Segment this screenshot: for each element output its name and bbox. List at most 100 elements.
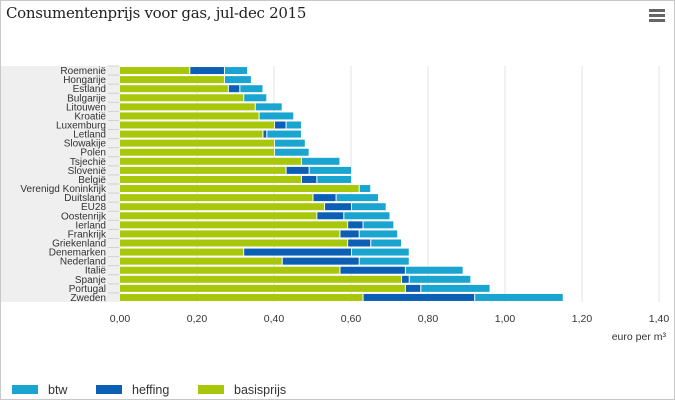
category-label: Nederland: [60, 257, 106, 268]
bar-btw: [336, 194, 378, 202]
x-tick-label: 1,20: [572, 313, 593, 325]
category-label: Ierland: [75, 220, 106, 231]
bar-basisprijs: [120, 221, 348, 229]
bar-heffing: [348, 221, 363, 229]
bar-basisprijs: [120, 257, 282, 265]
category-label: Polen: [80, 148, 106, 159]
category-label: Roemenië: [60, 66, 106, 77]
bar-btw: [475, 293, 563, 301]
category-label: Letland: [73, 130, 106, 141]
bar-basisprijs: [120, 112, 259, 120]
bar-basisprijs: [120, 166, 286, 174]
bar-basisprijs: [120, 76, 224, 84]
bar-btw: [224, 67, 248, 75]
bar-basisprijs: [120, 194, 313, 202]
bar-basisprijs: [120, 293, 363, 301]
bar-basisprijs: [120, 185, 359, 193]
bar-btw: [409, 275, 471, 283]
bar-heffing: [340, 230, 359, 238]
bar-btw: [359, 257, 409, 265]
bar-btw: [344, 212, 390, 220]
bar-heffing: [402, 275, 409, 283]
category-label: Oostenrijk: [61, 211, 107, 222]
bar-basisprijs: [120, 212, 317, 220]
bar-basisprijs: [120, 139, 274, 147]
bar-basisprijs: [120, 248, 244, 256]
bar-heffing: [340, 266, 405, 274]
bar-btw: [352, 203, 386, 211]
bar-btw: [244, 94, 267, 102]
bar-basisprijs: [120, 284, 405, 292]
legend-label: heffing: [132, 383, 169, 397]
bar-basisprijs: [120, 175, 301, 183]
bar-btw: [363, 221, 394, 229]
bar-heffing: [244, 248, 351, 256]
category-label: Frankrijk: [68, 229, 107, 240]
bar-basisprijs: [120, 266, 340, 274]
bar-basisprijs: [120, 203, 325, 211]
category-label: Spanje: [75, 275, 107, 286]
category-label: Luxemburg: [56, 121, 106, 132]
legend-swatch: [96, 385, 122, 394]
bar-btw: [317, 175, 351, 183]
category-label: Hongarije: [63, 75, 106, 86]
chart-title: Consumentenprijs voor gas, jul-dec 2015: [6, 4, 307, 22]
category-label: Portugal: [69, 284, 106, 295]
bar-heffing: [228, 85, 240, 93]
category-label: Griekenland: [52, 239, 106, 250]
bar-heffing: [317, 212, 344, 220]
category-label: Slovenië: [68, 166, 107, 177]
bar-heffing: [286, 166, 309, 174]
bar-btw: [240, 85, 263, 93]
legend-item-basisprijs[interactable]: basisprijs: [198, 383, 286, 397]
bar-heffing: [363, 293, 475, 301]
bar-basisprijs: [120, 148, 274, 156]
bar-btw: [359, 185, 371, 193]
bar-heffing: [405, 284, 421, 292]
category-label: Kroatië: [74, 111, 106, 122]
bar-heffing: [325, 203, 351, 211]
bar-basisprijs: [120, 230, 340, 238]
bar-basisprijs: [120, 239, 348, 247]
bar-basisprijs: [120, 275, 402, 283]
category-label: Zweden: [70, 293, 106, 304]
bar-btw: [301, 157, 340, 165]
bar-btw: [421, 284, 490, 292]
bar-heffing: [313, 194, 336, 202]
legend-swatch: [12, 385, 38, 394]
bar-heffing: [190, 67, 224, 75]
x-tick-label: 0,40: [264, 313, 285, 325]
bar-heffing: [263, 130, 267, 138]
bar-basisprijs: [120, 130, 263, 138]
bar-btw: [267, 130, 301, 138]
bar-heffing: [282, 257, 359, 265]
bar-btw: [371, 239, 402, 247]
category-label: Estland: [73, 84, 106, 95]
bar-heffing: [348, 239, 371, 247]
bar-heffing: [275, 121, 286, 129]
legend-item-btw[interactable]: btw: [12, 383, 68, 397]
legend-swatch: [198, 385, 224, 394]
category-label: Litouwen: [66, 102, 106, 113]
bar-btw: [224, 76, 251, 84]
category-label: Slowakije: [64, 139, 107, 150]
bar-basisprijs: [120, 157, 301, 165]
category-label: België: [78, 175, 106, 186]
x-tick-label: 0,60: [341, 313, 362, 325]
legend-label: btw: [48, 383, 68, 397]
x-axis-label: euro per m³: [612, 331, 667, 343]
category-label: Italië: [85, 266, 107, 277]
bar-btw: [286, 121, 301, 129]
hamburger-menu-icon[interactable]: [649, 9, 665, 23]
bar-btw: [255, 103, 282, 111]
category-label: Bulgarije: [67, 93, 106, 104]
x-tick-label: 0,20: [187, 313, 208, 325]
category-label: Tsjechië: [70, 157, 107, 168]
bar-basisprijs: [120, 85, 228, 93]
bar-basisprijs: [120, 121, 274, 129]
bar-btw: [405, 266, 463, 274]
legend-item-heffing[interactable]: heffing: [96, 383, 169, 397]
bar-btw: [275, 139, 305, 147]
